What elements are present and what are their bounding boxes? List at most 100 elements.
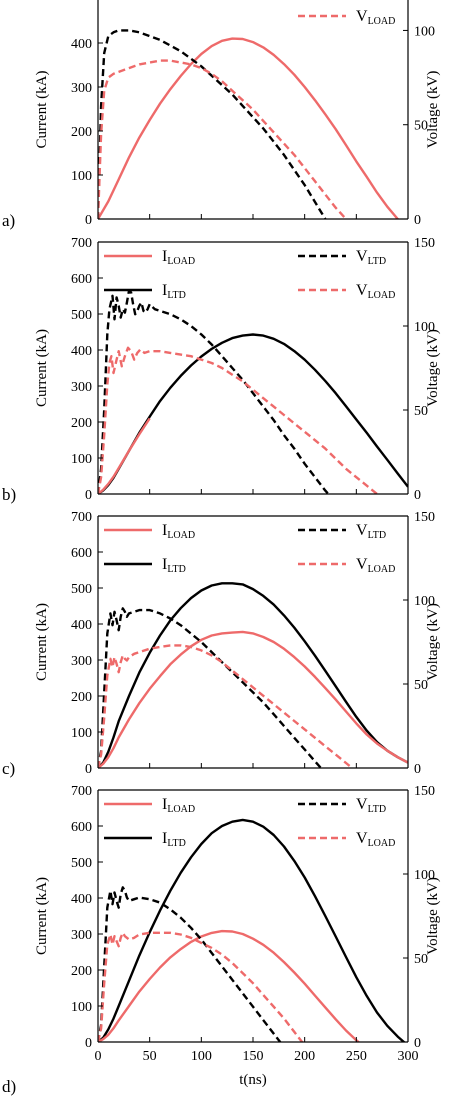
y2-tick-label: 100: [414, 24, 435, 39]
legend-label-v-load: VLOAD: [356, 556, 395, 575]
legend-label-i-ltd: ILTD: [162, 830, 186, 849]
series-line-v-ltd: [98, 886, 282, 1042]
y-tick-label: 700: [71, 236, 92, 251]
y2-tick-label: 50: [414, 404, 428, 419]
series-line-i-ltd: [98, 582, 408, 768]
plot-frame: [97, 0, 409, 220]
y2-axis-label: Voltage (kV): [425, 329, 441, 407]
y-tick-label: 100: [71, 169, 92, 184]
x-tick-label: 200: [294, 1049, 315, 1064]
x-tick-label: 100: [191, 1049, 212, 1064]
legend: ILOAD ILTD VLTD VLOAD: [104, 248, 395, 301]
y-tick-label: 0: [85, 488, 92, 503]
y2-tick-label: 150: [414, 236, 435, 251]
y-axis-label: Current (kA): [34, 603, 50, 681]
y-axis-label: Current (kA): [34, 329, 50, 407]
legend-label-v-load: VLOAD: [356, 282, 395, 301]
panel-label: d): [2, 1077, 16, 1096]
y-tick-label: 200: [71, 964, 92, 979]
legend-label-v-load: VLOAD: [356, 830, 395, 849]
series-group: [98, 818, 406, 1042]
y2-axis-label: Voltage (kV): [425, 877, 441, 955]
plot-frame: [97, 241, 409, 495]
y-tick-label: 700: [71, 784, 92, 799]
y2-axis-label: Voltage (kV): [425, 71, 441, 149]
y-tick-label: 600: [71, 820, 92, 835]
chart-panel-b: 0 100 200 300 400 500 600 700 0 50 100 150 Current (…: [2, 236, 441, 504]
y-tick-label: 700: [71, 510, 92, 525]
y2-tick-label: 100: [414, 868, 435, 883]
y-tick-label: 300: [71, 654, 92, 669]
y-tick-label: 200: [71, 125, 92, 140]
y-tick-label: 200: [71, 690, 92, 705]
y2-axis-label: Voltage (kV): [425, 603, 441, 681]
y-tick-label: 100: [71, 1000, 92, 1015]
y2-tick-label: 50: [414, 119, 428, 134]
legend-label-v-ltd: VLTD: [356, 522, 386, 541]
panel-label: b): [2, 485, 16, 504]
legend: ILOAD ILTD VLTD VLOAD: [104, 522, 395, 575]
panel-label: a): [2, 211, 15, 230]
y2-tick-label: 0: [414, 213, 421, 228]
legend-label-v-load: VLOAD: [356, 8, 395, 27]
y2-tick-label: 0: [414, 762, 421, 777]
y2-tick-label: 150: [414, 784, 435, 799]
legend-label-i-load: ILOAD: [162, 796, 195, 815]
y-tick-label: 0: [85, 213, 92, 228]
y-tick-label: 0: [85, 1036, 92, 1051]
series-line-v-ltd: [98, 29, 327, 219]
series-line-v-load: [98, 59, 347, 219]
y-tick-label: 400: [71, 344, 92, 359]
y-tick-label: 400: [71, 618, 92, 633]
y2-tick-label: 100: [414, 320, 435, 335]
x-tick-label: 250: [346, 1049, 367, 1064]
x-tick-label: 300: [398, 1049, 419, 1064]
x-tick-label: 50: [143, 1049, 157, 1064]
series-line-i-load: [98, 417, 151, 494]
y-tick-label: 300: [71, 81, 92, 96]
series-group: [98, 289, 408, 494]
y2-tick-label: 150: [414, 510, 435, 525]
legend: VLOAD: [298, 8, 395, 27]
series-line-v-load: [98, 931, 304, 1042]
x-axis-label: t(ns): [239, 1072, 267, 1088]
chart-panel-c: 0 100 200 300 400 500 600 700 0 50 100 150 Current (…: [2, 510, 441, 778]
y-tick-label: 300: [71, 380, 92, 395]
legend-label-i-load: ILOAD: [162, 522, 195, 541]
legend-label-i-ltd: ILTD: [162, 556, 186, 575]
y-tick-label: 300: [71, 928, 92, 943]
y-tick-label: 500: [71, 856, 92, 871]
x-tick-label: 150: [243, 1049, 264, 1064]
y-tick-label: 500: [71, 582, 92, 597]
plot-frame: [97, 789, 409, 1043]
legend: ILOAD ILTD VLTD VLOAD: [104, 796, 395, 849]
chart-panel-d: 0 100 200 300 400 500 600 700 0 50 100 150 0 50 100 150…: [2, 784, 441, 1096]
y2-tick-label: 0: [414, 1036, 421, 1051]
series-line-i-load: [98, 630, 408, 768]
x-tick-label: 0: [95, 1049, 102, 1064]
series-line-v-load: [98, 346, 379, 494]
legend-label-i-ltd: ILTD: [162, 282, 186, 301]
panel-label: c): [2, 759, 15, 778]
legend-label-v-ltd: VLTD: [356, 248, 386, 267]
y-tick-label: 400: [71, 37, 92, 52]
series-line-v-ltd: [98, 607, 323, 768]
y-axis-label: Current (kA): [34, 877, 50, 955]
legend-label-i-load: ILOAD: [162, 248, 195, 267]
series-line-i-ltd: [98, 333, 408, 494]
y2-tick-label: 50: [414, 678, 428, 693]
y2-tick-label: 50: [414, 952, 428, 967]
series-group: [98, 582, 408, 768]
series-line-i-load: [98, 37, 400, 219]
y-tick-label: 100: [71, 452, 92, 467]
y-tick-label: 400: [71, 892, 92, 907]
series-line-v-load: [98, 644, 355, 768]
y-tick-label: 600: [71, 546, 92, 561]
y2-tick-label: 0: [414, 488, 421, 503]
y-axis-label: Current (kA): [34, 71, 50, 149]
y-tick-label: 600: [71, 272, 92, 287]
series-line-v-ltd: [98, 289, 330, 494]
y-tick-label: 0: [85, 762, 92, 777]
y-tick-label: 500: [71, 308, 92, 323]
